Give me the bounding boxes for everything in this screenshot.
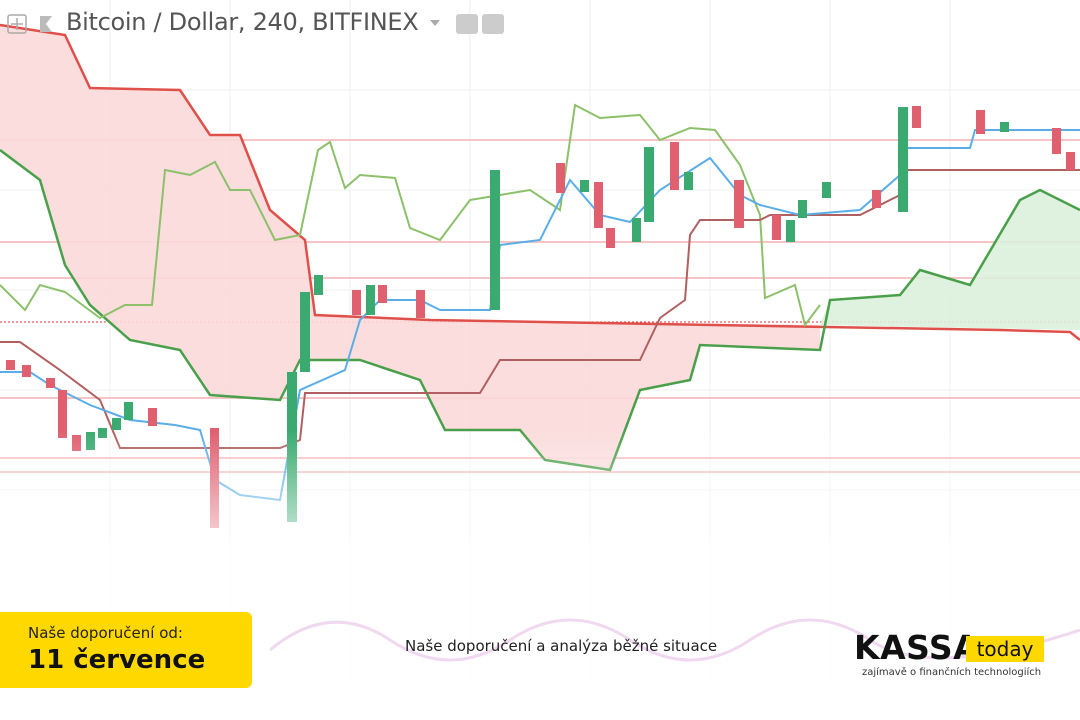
logo-today: today <box>966 636 1044 662</box>
cloud-bull <box>820 190 1080 330</box>
chikou <box>0 103 821 328</box>
badge-label: Naše doporučení od: <box>28 624 183 642</box>
logo-kassa: KASSA <box>854 628 980 667</box>
date-badge: Naše doporučení od: 11 července <box>0 612 252 688</box>
kijun <box>0 169 1080 449</box>
chart-title: Bitcoin / Dollar, 240, BITFINEX <box>66 8 419 36</box>
logo-tagline: zajímavě o finančních technologiích <box>862 667 1042 678</box>
caption: Naše doporučení a analýza běžné situace <box>405 637 718 655</box>
toolbar-icons <box>7 14 504 34</box>
cloud-bear <box>0 25 820 470</box>
badge-date: 11 července <box>28 645 206 675</box>
oscillator <box>269 618 1080 662</box>
senkou-a <box>0 23 1080 341</box>
